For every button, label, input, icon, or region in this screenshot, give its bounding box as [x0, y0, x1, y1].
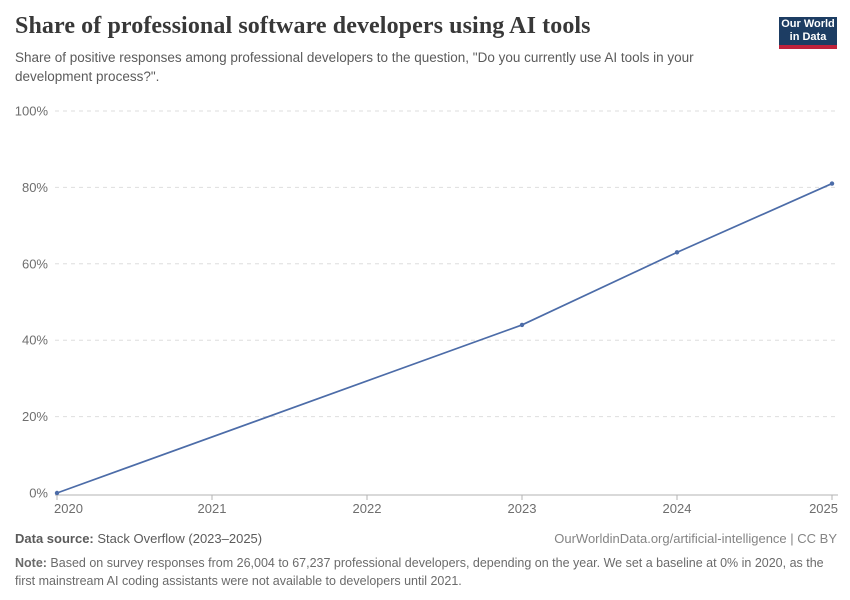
x-axis-tick-label: 2022: [353, 501, 382, 516]
data-source: Data source: Stack Overflow (2023–2025): [15, 531, 262, 546]
source-row: Data source: Stack Overflow (2023–2025) …: [15, 531, 837, 546]
y-axis-tick-label: 100%: [15, 104, 49, 119]
note-text: Based on survey responses from 26,004 to…: [15, 556, 824, 589]
header-text: Share of professional software developer…: [15, 12, 765, 87]
line-chart-svg: 0% 20% 40% 60% 80% 100% 2020 2021 2022 2023 2024 20…: [15, 104, 838, 516]
x-axis-tick-label: 2020: [54, 501, 83, 516]
y-axis-tick-label: 20%: [22, 409, 48, 424]
x-axis-tick-label: 2024: [663, 501, 692, 516]
logo-line1: Our World: [781, 18, 835, 30]
note-label: Note:: [15, 556, 47, 570]
y-axis-tick-label: 40%: [22, 333, 48, 348]
chart-subtitle: Share of positive responses among profes…: [15, 49, 694, 85]
data-source-label: Data source:: [15, 531, 94, 546]
data-point: [674, 250, 680, 255]
data-point: [519, 322, 525, 328]
chart-area: 0% 20% 40% 60% 80% 100% 2020 2021 2022 2023 2024 20…: [0, 95, 850, 530]
data-source-value: Stack Overflow (2023–2025): [93, 531, 263, 546]
y-axis-tick-label: 60%: [22, 256, 48, 271]
logo-line2: in Data: [789, 31, 827, 43]
y-axis-tick-label: 80%: [22, 180, 48, 195]
x-axis-tick-label: 2023: [508, 501, 537, 516]
page-title: Share of professional software developer…: [15, 13, 591, 39]
y-axis-tick-label: 0%: [29, 486, 48, 501]
chart-note: Note: Based on survey responses from 26,…: [15, 554, 837, 590]
owid-logo[interactable]: Our World in Data: [779, 17, 837, 49]
x-axis-tick-label: 2021: [198, 501, 227, 516]
data-point: [829, 181, 835, 186]
data-point: [54, 490, 60, 496]
attribution-link[interactable]: OurWorldinData.org/artificial-intelligen…: [554, 531, 837, 546]
chart-footer: Data source: Stack Overflow (2023–2025) …: [15, 531, 837, 590]
data-line: [56, 182, 833, 494]
x-axis-tick-label: 2025: [809, 501, 838, 516]
